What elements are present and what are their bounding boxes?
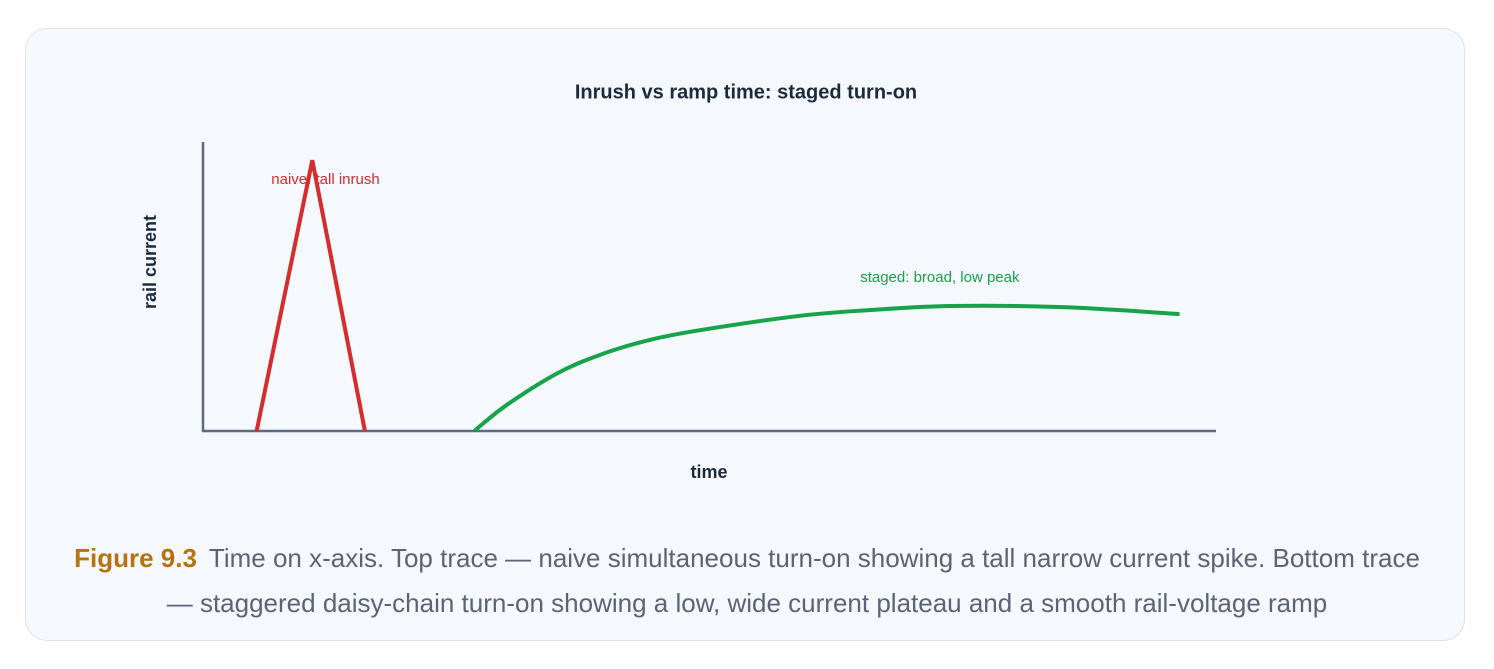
caption-text: Time on x-axis. Top trace — naive simult… bbox=[166, 543, 1420, 618]
caption: Figure 9.3 Time on x-axis. Top trace — na… bbox=[60, 536, 1434, 626]
x-axis-label: time bbox=[690, 462, 727, 482]
figure-card bbox=[25, 28, 1465, 641]
series-label: staged: broad, low peak bbox=[860, 269, 1020, 286]
y-axis-label: rail current bbox=[140, 215, 160, 309]
series-line bbox=[472, 303, 1180, 433]
series-line bbox=[254, 159, 367, 432]
chart-title: Inrush vs ramp time: staged turn-on bbox=[575, 81, 917, 103]
caption-label: Figure 9.3 bbox=[74, 543, 197, 573]
chart: Inrush vs ramp time: staged turn-on time… bbox=[140, 81, 1216, 482]
series-label: naive: tall inrush bbox=[271, 171, 379, 188]
